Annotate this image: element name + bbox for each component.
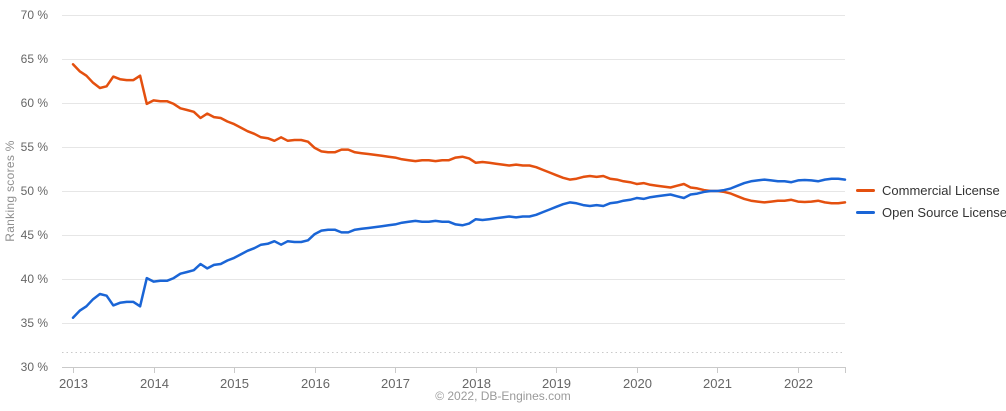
- x-tick-label-2013: 2013: [59, 376, 88, 391]
- open-source-license-line: [71, 177, 847, 319]
- y-tick-label-45: 45 %: [21, 228, 49, 242]
- x-tick-label-2017: 2017: [381, 376, 410, 391]
- y-tick-label-70: 70 %: [21, 8, 49, 22]
- footer-credit: © 2022, DB-Engines.com: [435, 389, 571, 403]
- x-tick-label-2022: 2022: [784, 376, 813, 391]
- x-tick-label-2019: 2019: [542, 376, 571, 391]
- y-tick-label-35: 35 %: [21, 316, 49, 330]
- y-tick-label-55: 55 %: [21, 140, 49, 154]
- legend-item-open-source[interactable]: Open Source License: [856, 205, 1006, 220]
- legend-label-open-source: Open Source License: [882, 205, 1006, 220]
- commercial-line-swatch: [856, 189, 875, 192]
- commercial-license-line: [71, 63, 847, 205]
- y-axis-title: Ranking scores %: [3, 140, 17, 242]
- open-source-line-swatch: [856, 211, 875, 214]
- y-tick-label-40: 40 %: [21, 272, 49, 286]
- y-tick-label-65: 65 %: [21, 52, 49, 66]
- x-tick-label-2020: 2020: [623, 376, 652, 391]
- x-tick-label-2016: 2016: [301, 376, 330, 391]
- x-tick-label-2021: 2021: [703, 376, 732, 391]
- x-tick-label-2015: 2015: [220, 376, 249, 391]
- legend: Commercial License Open Source License: [856, 183, 1006, 220]
- x-tick-label-2018: 2018: [462, 376, 491, 391]
- y-tick-label-30: 30 %: [21, 360, 49, 374]
- legend-label-commercial: Commercial License: [882, 183, 1000, 198]
- x-tick-label-2014: 2014: [140, 376, 169, 391]
- y-tick-label-50: 50 %: [21, 184, 49, 198]
- y-tick-label-60: 60 %: [21, 96, 49, 110]
- legend-item-commercial[interactable]: Commercial License: [856, 183, 1006, 198]
